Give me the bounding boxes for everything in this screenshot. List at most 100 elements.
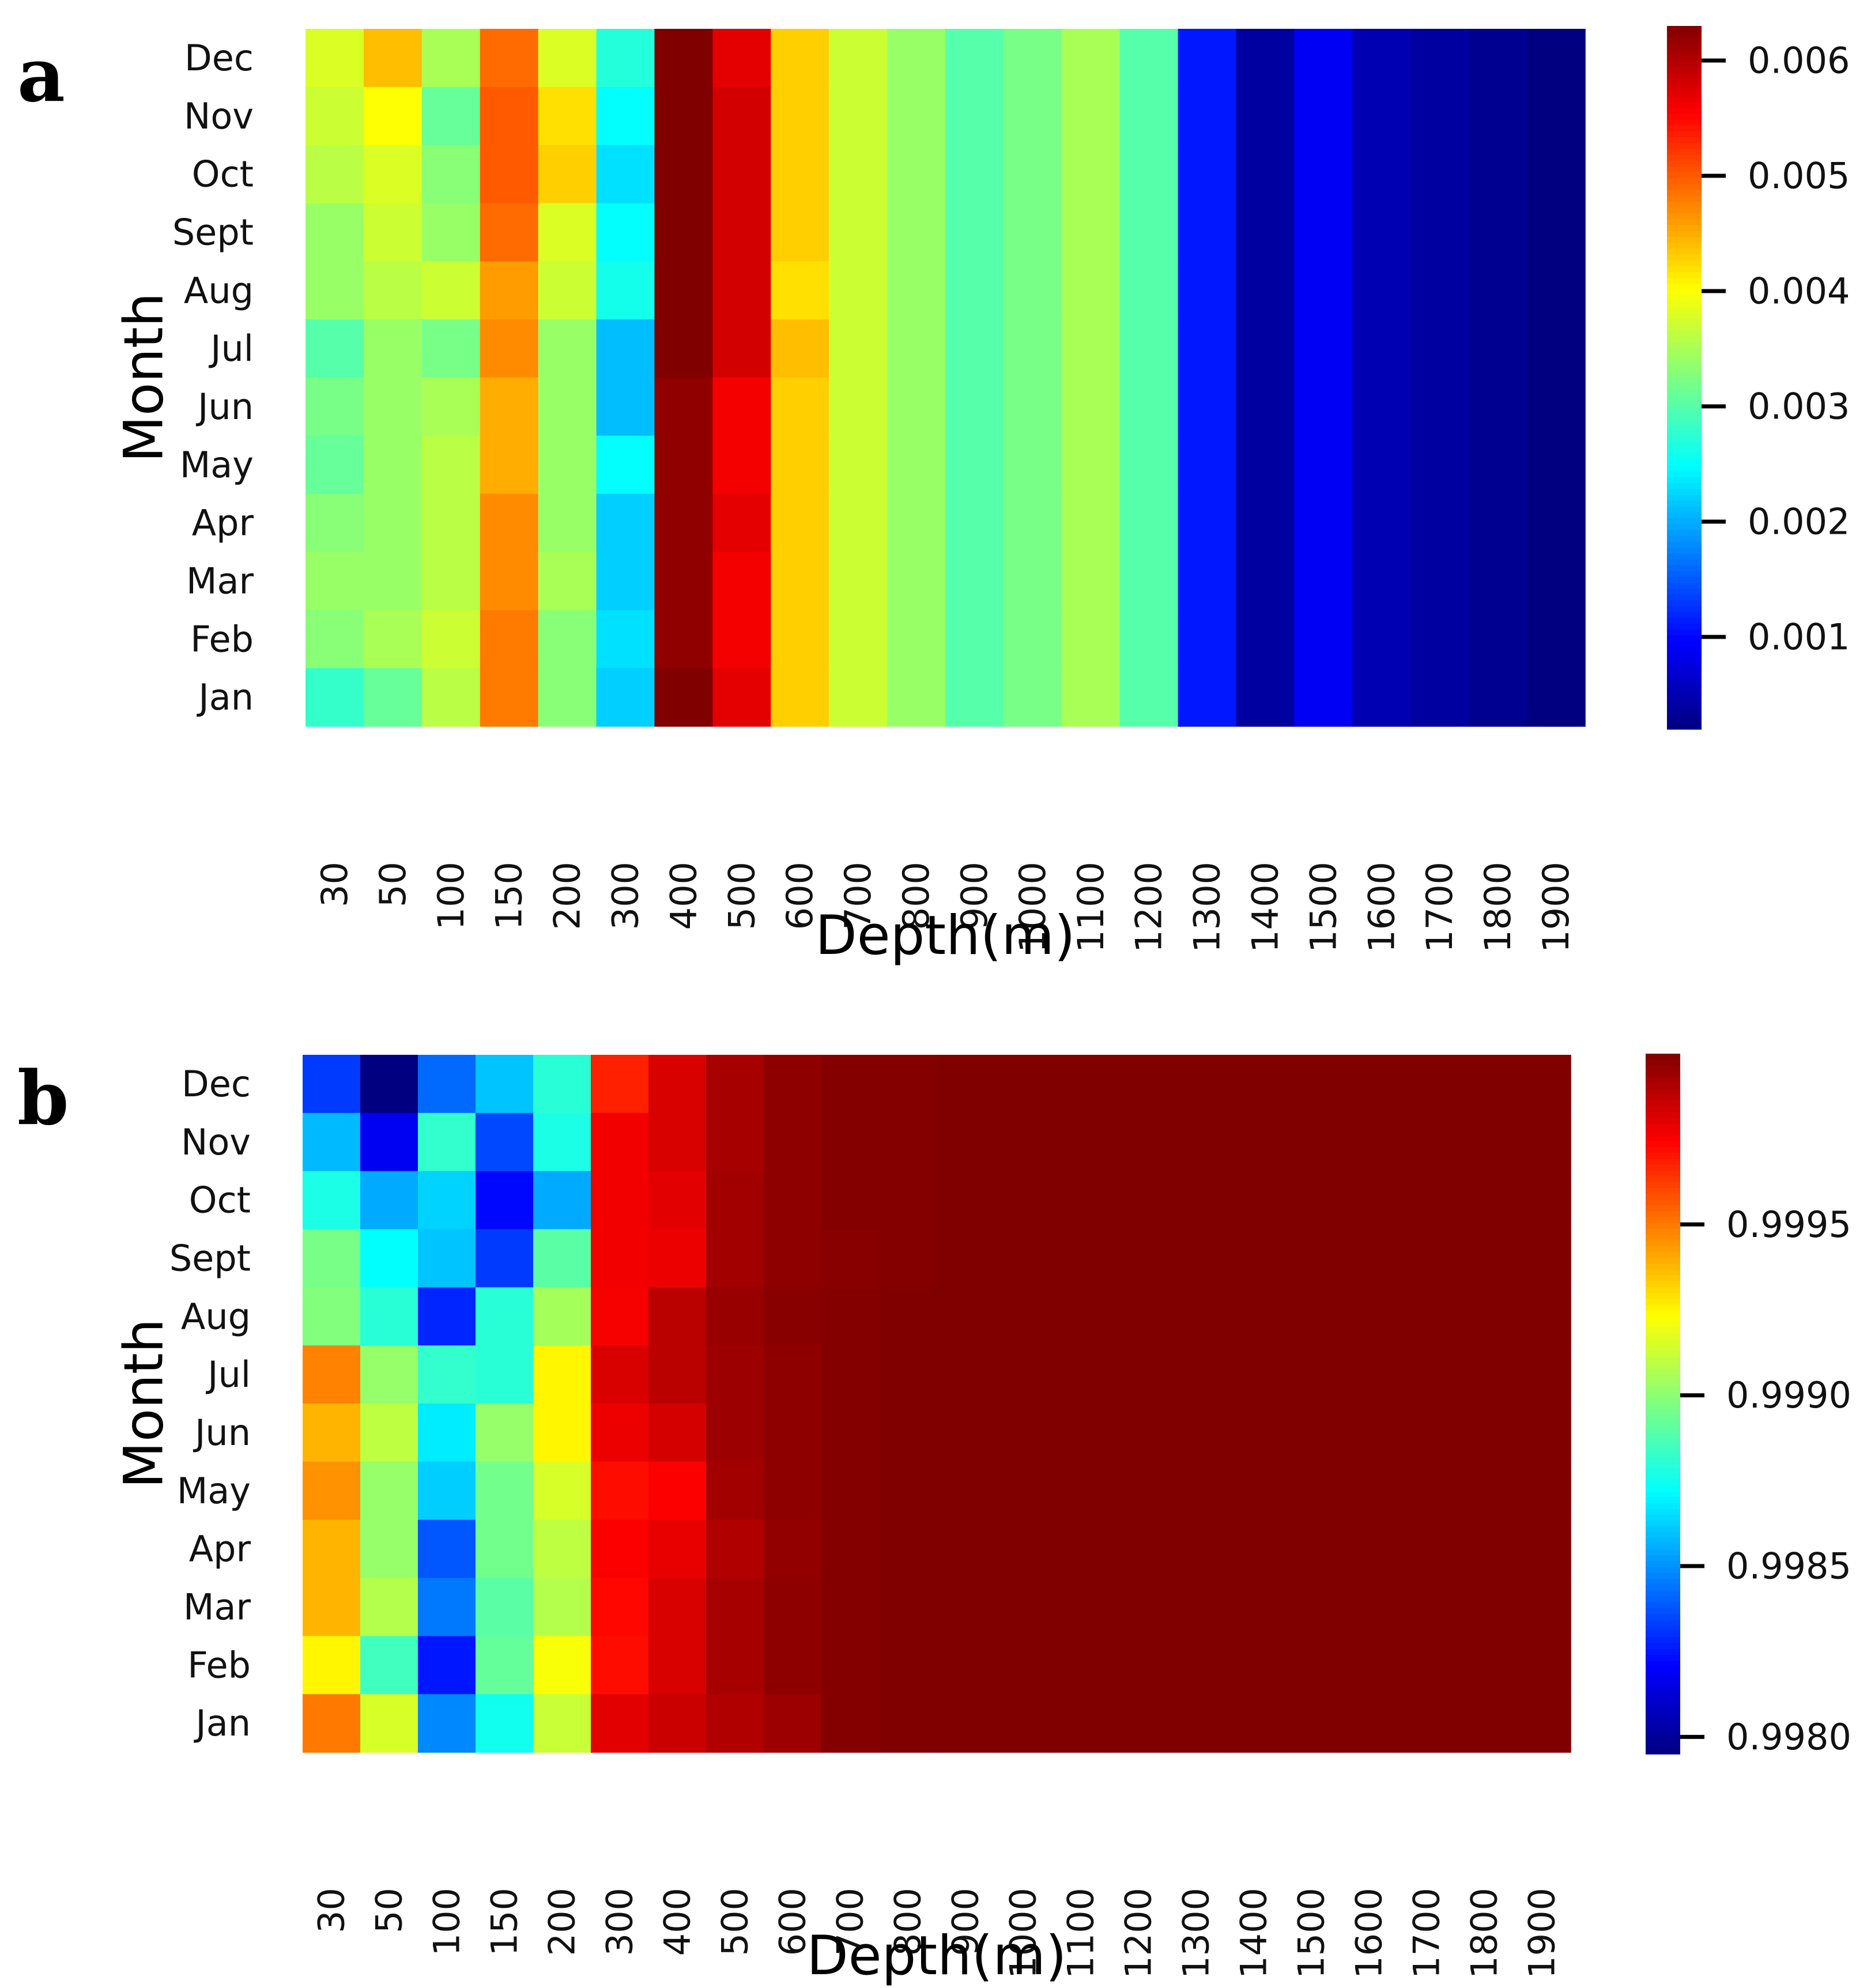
colorbar-segment	[1646, 1579, 1680, 1586]
colorbar-segment	[1667, 489, 1702, 496]
colorbar-segment	[1646, 1223, 1680, 1229]
heatmap-cell	[648, 1112, 707, 1172]
colorbar-segment	[1646, 1678, 1680, 1685]
heatmap-cell	[712, 203, 772, 262]
colorbar-segment	[1667, 418, 1702, 425]
y-tick-label: Oct	[192, 153, 254, 195]
heatmap-cell	[654, 145, 714, 204]
heatmap-cell	[937, 1171, 995, 1230]
heatmap-cell	[363, 552, 423, 611]
colorbar-segment	[1667, 629, 1702, 636]
x-tick-label: 400	[657, 1888, 699, 1956]
heatmap-cell	[1455, 1112, 1514, 1172]
heatmap-cell	[945, 552, 1004, 611]
colorbar-segment	[1646, 1187, 1680, 1194]
heatmap-cell	[829, 203, 888, 262]
colorbar-segment	[1646, 1450, 1680, 1457]
heatmap-cell	[538, 493, 597, 553]
heatmap-cell	[476, 1055, 534, 1114]
colorbar-segment	[1646, 1748, 1680, 1755]
heatmap-cell	[476, 1287, 534, 1346]
heatmap-cell	[1352, 29, 1412, 88]
heatmap-cell	[1410, 319, 1469, 378]
heatmap-cell	[363, 145, 423, 204]
y-tick-label: Feb	[190, 618, 254, 660]
heatmap-cell	[1294, 145, 1353, 204]
heatmap-cell	[360, 1404, 418, 1462]
heatmap-cell	[1167, 1578, 1225, 1637]
heatmap-cell	[533, 1636, 591, 1695]
heatmap-cell	[1061, 29, 1121, 88]
heatmap-cell	[533, 1461, 591, 1521]
heatmap-cell	[1052, 1519, 1110, 1579]
heatmap-cell	[821, 1636, 880, 1695]
heatmap-cell	[421, 261, 481, 320]
colorbar-segment	[1667, 383, 1702, 390]
heatmap-cell	[1110, 1287, 1168, 1346]
colorbar-segment	[1667, 448, 1702, 454]
heatmap-cell	[821, 1694, 880, 1753]
heatmap-cell	[1061, 435, 1121, 495]
heatmap-cell	[1513, 1171, 1571, 1230]
heatmap-cell	[421, 610, 481, 669]
colorbar-segment	[1667, 365, 1702, 372]
heatmap-cell	[829, 319, 888, 378]
heatmap-cell	[1119, 435, 1179, 495]
colorbar-segment	[1667, 606, 1702, 613]
heatmap-cell	[821, 1461, 880, 1521]
heatmap-cell	[1513, 1345, 1571, 1404]
heatmap-cell	[476, 1229, 534, 1288]
heatmap-cell	[538, 29, 597, 88]
heatmap-cell	[771, 261, 829, 320]
x-tick-label: 600	[779, 862, 821, 930]
y-tick-label: Aug	[184, 269, 254, 311]
heatmap-cell	[1225, 1519, 1283, 1579]
colorbar-segment	[1667, 524, 1702, 531]
colorbar-segment	[1646, 1252, 1680, 1259]
heatmap-cell	[1513, 1636, 1571, 1695]
colorbar-segment	[1667, 307, 1702, 314]
heatmap-cell	[303, 1055, 361, 1114]
colorbar-segment	[1667, 576, 1702, 583]
heatmap-cell	[994, 1694, 1053, 1753]
heatmap-cell	[1340, 1055, 1398, 1114]
colorbar-segment	[1646, 1526, 1680, 1533]
colorbar-segment	[1667, 219, 1702, 226]
heatmap-cell	[1236, 319, 1295, 378]
heatmap-cell	[887, 435, 946, 495]
heatmap-cell	[591, 1229, 649, 1288]
heatmap-cell	[648, 1636, 707, 1695]
heatmap-cell	[305, 145, 364, 204]
colorbar-tick-label: 0.006	[1748, 40, 1850, 82]
heatmap-cell	[1398, 1694, 1456, 1753]
heatmap-cell	[1282, 1404, 1341, 1462]
heatmap-cell	[1527, 29, 1586, 88]
heatmap-cell	[1469, 319, 1527, 378]
colorbar-segment	[1646, 1310, 1680, 1317]
y-tick-label: Oct	[189, 1179, 251, 1221]
heatmap-cell	[1294, 319, 1353, 378]
heatmap-cell	[1003, 319, 1062, 378]
heatmap-cell	[887, 610, 946, 669]
colorbar-segment	[1667, 582, 1702, 589]
heatmap-cell	[363, 610, 423, 669]
colorbar-segment	[1646, 1649, 1680, 1655]
colorbar-segment	[1667, 401, 1702, 408]
colorbar-segment	[1667, 330, 1702, 337]
heatmap-cell	[937, 1055, 995, 1114]
heatmap-cell	[771, 668, 829, 727]
heatmap-cell	[654, 493, 714, 553]
heatmap-cell	[1225, 1171, 1283, 1230]
x-tick-label: 50	[368, 1888, 410, 1933]
heatmap-cell	[1110, 1404, 1168, 1462]
heatmap-cell	[1469, 261, 1527, 320]
heatmap-cell	[303, 1287, 361, 1346]
colorbar-segment	[1646, 1421, 1680, 1428]
heatmap-cell	[1061, 86, 1121, 146]
heatmap-cell	[1340, 1287, 1398, 1346]
heatmap-cell	[1455, 1578, 1514, 1637]
heatmap-cell	[303, 1345, 361, 1404]
heatmap-cell	[596, 493, 655, 553]
heatmap-cell	[712, 261, 772, 320]
colorbar-segment	[1646, 1666, 1680, 1673]
